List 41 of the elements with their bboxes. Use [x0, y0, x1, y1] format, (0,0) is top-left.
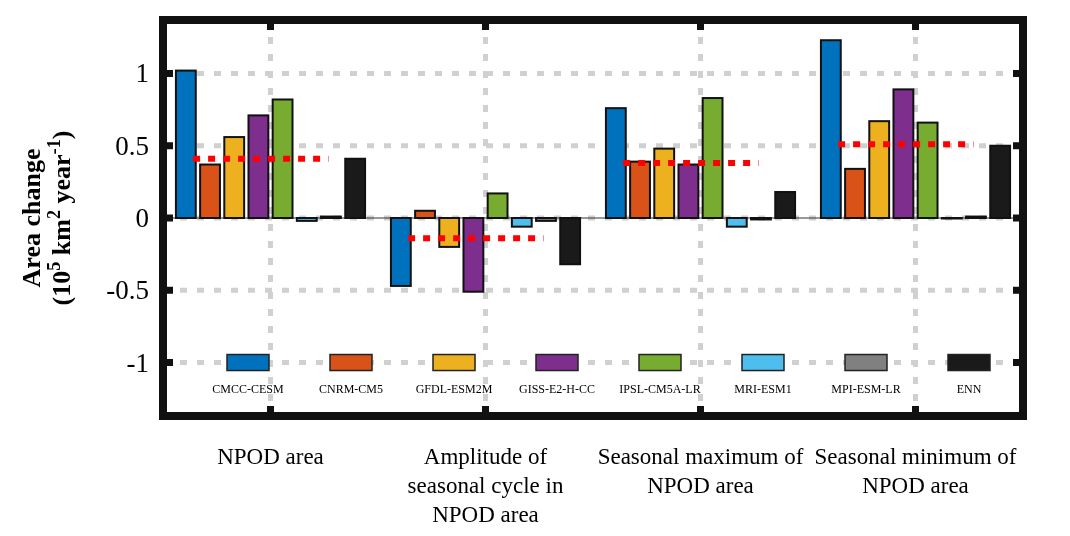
- legend-label: IPSL-CM5A-LR: [619, 381, 701, 396]
- y-tick-label: 1: [135, 58, 149, 89]
- bar: [462, 217, 485, 293]
- legend-label: ENN: [956, 381, 982, 396]
- bar: [174, 69, 197, 219]
- bar: [868, 120, 891, 219]
- y-tick-label: 0: [135, 203, 149, 233]
- bar: [725, 217, 748, 228]
- bar: [223, 136, 246, 219]
- bar: [535, 217, 557, 222]
- bar: [414, 209, 436, 219]
- bar: [677, 163, 700, 219]
- bar: [389, 217, 412, 287]
- bar: [510, 217, 533, 228]
- x-tick-label: Seasonal minimum of NPOD area: [814, 444, 1017, 498]
- bar: [486, 192, 509, 219]
- legend-label: CNRM-CM5: [318, 381, 384, 396]
- bar: [916, 121, 939, 219]
- bar: [559, 217, 582, 266]
- x-tick-label: Amplitude of seasonal cycle in NPOD area: [407, 444, 564, 527]
- bar: [199, 163, 221, 219]
- bar: [653, 147, 676, 219]
- x-tick-label: Seasonal maximum of NPOD area: [597, 444, 804, 498]
- y-tick-label: -0.5: [106, 275, 149, 306]
- y-tick-label: -1: [126, 347, 149, 378]
- x-tick-label: NPOD area: [217, 444, 324, 469]
- legend-label: GISS-E2-H-CC: [518, 381, 596, 396]
- bar: [247, 114, 270, 219]
- bar: [844, 167, 866, 219]
- bar: [629, 160, 651, 219]
- legend-label: MRI-ESM1: [734, 381, 792, 396]
- bar: [295, 217, 318, 222]
- bar: [344, 157, 367, 219]
- bar: [989, 144, 1012, 219]
- bar: [604, 107, 627, 219]
- legend-label: CMCC-CESM: [212, 381, 285, 396]
- y-tick-label: 0.5: [115, 130, 149, 161]
- bar: [819, 39, 842, 219]
- legend-label: MPI-ESM-LR: [831, 381, 901, 396]
- bar: [774, 190, 797, 219]
- legend-label: GFDL-ESM2M: [415, 381, 493, 396]
